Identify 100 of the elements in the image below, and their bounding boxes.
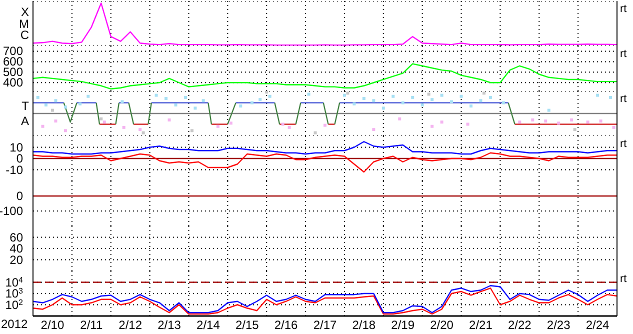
point	[430, 124, 434, 128]
point	[168, 118, 171, 122]
point	[138, 128, 142, 132]
x-tick-label: 2/17	[313, 318, 337, 332]
point	[122, 126, 126, 129]
y-tick-label: 10	[10, 140, 24, 154]
point	[346, 92, 350, 95]
point	[164, 97, 168, 100]
y-tick-label: 0	[16, 189, 24, 203]
point	[268, 94, 272, 98]
point	[194, 106, 197, 110]
point	[314, 131, 317, 134]
point	[479, 99, 482, 102]
point	[78, 102, 82, 106]
x-tick-label: 2/23	[546, 318, 571, 332]
x-tick-label: 2/10	[40, 318, 64, 332]
point	[265, 91, 268, 94]
line-series	[33, 63, 617, 90]
point	[557, 122, 560, 125]
point	[372, 128, 376, 132]
point	[547, 108, 550, 112]
x-tick-label: 2/18	[352, 318, 376, 332]
point	[44, 103, 48, 106]
point	[430, 98, 434, 102]
point	[382, 106, 385, 110]
point	[392, 94, 395, 98]
point	[518, 120, 522, 124]
point	[100, 117, 103, 120]
point	[401, 101, 404, 104]
point	[427, 92, 430, 96]
point	[599, 120, 602, 122]
y-tick-label: 60	[10, 230, 24, 244]
point	[184, 96, 187, 99]
point	[612, 126, 616, 129]
x-tick-label: 2/12	[118, 318, 142, 332]
x-tick-label: 2/11	[80, 318, 103, 332]
x-tick-label: 2/15	[235, 318, 260, 332]
point	[460, 94, 463, 98]
y-tick-label: -10	[6, 162, 24, 177]
x-tick-label: 2/16	[274, 318, 298, 332]
point	[531, 118, 534, 122]
point	[174, 103, 178, 106]
point	[502, 101, 505, 104]
point	[596, 94, 600, 97]
text: rt	[620, 93, 627, 105]
point	[398, 117, 402, 120]
point	[440, 120, 444, 124]
point	[50, 108, 54, 112]
point	[36, 96, 40, 99]
point	[586, 120, 590, 124]
text: rt	[620, 3, 627, 15]
point	[216, 124, 220, 128]
point	[190, 129, 194, 132]
point	[420, 103, 424, 106]
x-tick-label: 2/14	[196, 318, 220, 332]
point	[54, 99, 58, 102]
point	[362, 97, 366, 100]
point	[202, 99, 205, 102]
point	[570, 118, 574, 122]
point	[102, 120, 106, 124]
point	[64, 129, 67, 132]
x-tick-label: 2/20	[430, 318, 454, 332]
point	[288, 126, 291, 129]
point	[142, 131, 145, 134]
point	[470, 104, 472, 108]
point	[239, 104, 242, 108]
point	[229, 122, 232, 125]
point	[352, 102, 356, 106]
point	[258, 98, 262, 102]
point	[86, 94, 90, 98]
point	[450, 100, 454, 104]
point	[324, 124, 326, 127]
text: rt	[620, 48, 627, 60]
point	[372, 99, 376, 102]
point	[544, 120, 548, 122]
point	[281, 122, 284, 126]
text: X	[20, 5, 29, 20]
point	[482, 92, 486, 95]
point	[573, 128, 576, 132]
text: rt	[620, 273, 627, 285]
point	[41, 124, 44, 128]
point	[250, 101, 254, 104]
x-axis-title: 2012	[1, 317, 28, 331]
point	[54, 120, 58, 122]
text: T	[20, 99, 29, 113]
point	[64, 106, 67, 109]
line-series	[33, 152, 617, 173]
line-series	[33, 141, 617, 155]
x-tick-label: 2/19	[391, 318, 415, 332]
point	[411, 96, 414, 99]
point	[154, 94, 158, 97]
x-tick-label: 2/13	[158, 318, 182, 332]
y-tick-label: 40	[10, 242, 24, 256]
y-tick-label: 20	[10, 252, 24, 267]
point	[609, 96, 612, 99]
y-tick-label: 0	[16, 152, 24, 166]
text: C	[19, 28, 29, 42]
point	[466, 122, 470, 126]
x-tick-label: 2/22	[508, 318, 532, 332]
x-tick-label: 2/24	[586, 318, 610, 332]
